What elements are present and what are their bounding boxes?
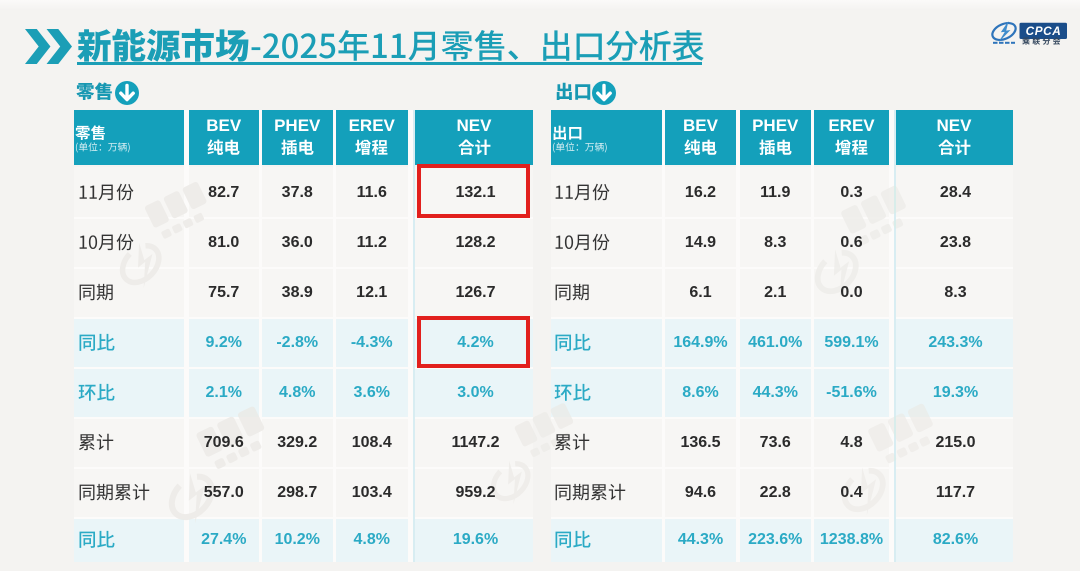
svg-text:CPCA: CPCA [1026, 24, 1062, 38]
